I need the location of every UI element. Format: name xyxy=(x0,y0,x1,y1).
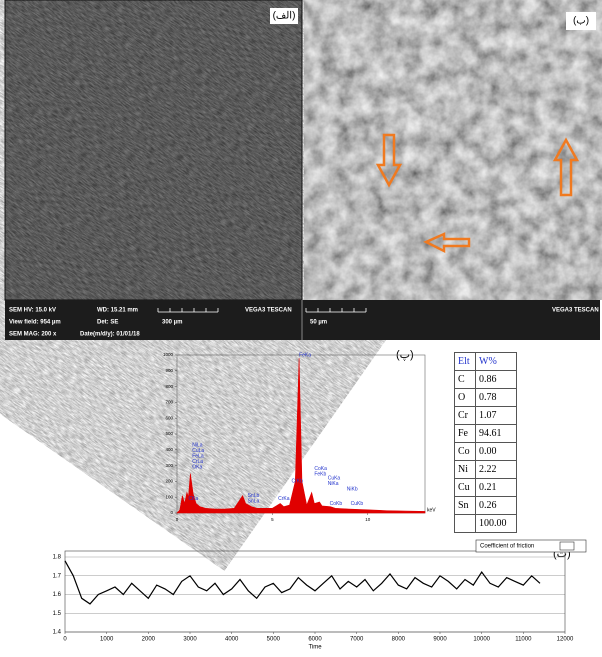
y-tick-label: 200 xyxy=(165,479,173,484)
peak-label: FeKb xyxy=(314,472,326,478)
table-cell: 0.26 xyxy=(476,497,517,515)
info-text: WD: 15.21 mm xyxy=(97,308,138,314)
x-tick-label: 0 xyxy=(63,637,67,643)
x-tick-label: 8000 xyxy=(392,637,406,643)
peak-label: CrKb xyxy=(291,479,303,485)
info-text: 300 µm xyxy=(162,320,182,326)
table-cell: O xyxy=(455,389,476,407)
y-tick-label: 500 xyxy=(165,431,173,436)
figure: (الف) (ب) SEM HV: 15.0 kV WD: 15.21 mm V… xyxy=(0,0,602,652)
table-cell: 0.86 xyxy=(476,371,517,389)
info-text: 50 µm xyxy=(310,320,327,326)
x-tick-label: 10 xyxy=(365,517,371,522)
sem-texture xyxy=(304,0,602,300)
info-text: Det: SE xyxy=(97,320,118,326)
table-cell: Cr xyxy=(455,407,476,425)
y-tick-label: 1.7 xyxy=(53,573,62,579)
y-tick-label: 1.4 xyxy=(53,630,62,636)
x-tick-label: 0 xyxy=(176,517,179,522)
y-tick-label: 700 xyxy=(165,400,173,405)
table-cell: Sn xyxy=(455,497,476,515)
table-cell: 94.61 xyxy=(476,425,517,443)
info-text: SEM MAG: 200 x xyxy=(9,332,57,338)
table-cell: Co xyxy=(455,443,476,461)
x-tick-label: 5 xyxy=(271,517,274,522)
sem-image-right xyxy=(304,0,602,300)
table-cell: Ni xyxy=(455,461,476,479)
panel-label: (الف) xyxy=(273,11,296,22)
peak-label: CrKa xyxy=(278,496,290,502)
table-cell: 0.00 xyxy=(476,443,517,461)
y-tick-label: 100 xyxy=(165,494,173,499)
panel-label: (ب) xyxy=(573,16,589,27)
table-row: 100.00 xyxy=(455,515,517,533)
info-text: View field: 954 µm xyxy=(9,320,61,326)
table-cell: Fe xyxy=(455,425,476,443)
peak-label: SnLa xyxy=(248,498,260,504)
table-cell: 1.07 xyxy=(476,407,517,425)
y-tick-label: 1.8 xyxy=(53,555,62,561)
table-cell: 100.00 xyxy=(476,515,517,533)
peak-label: CuKb xyxy=(351,501,364,507)
table-cell: 0.21 xyxy=(476,479,517,497)
x-tick-label: 11000 xyxy=(515,637,532,643)
x-axis-title: Time xyxy=(308,645,322,651)
table-cell: 0.78 xyxy=(476,389,517,407)
x-tick-label: 3000 xyxy=(183,637,197,643)
info-text: Date(m/d/y): 01/01/18 xyxy=(80,332,140,338)
info-text: SEM HV: 15.0 kV xyxy=(9,308,56,314)
info-text: VEGA3 TESCAN xyxy=(552,308,599,314)
peak-label: FeKa xyxy=(299,352,311,358)
table-cell: 2.22 xyxy=(476,461,517,479)
table-cell: C xyxy=(455,371,476,389)
legend-text: Coefficient of friction xyxy=(480,544,534,550)
table-cell: Elt xyxy=(455,353,476,371)
y-tick-label: 300 xyxy=(165,463,173,468)
y-tick-label: 600 xyxy=(165,415,173,420)
y-tick-label: 400 xyxy=(165,447,173,452)
table-cell: W% xyxy=(476,353,517,371)
table-row: EltW% xyxy=(455,353,517,371)
peak-label: CKa xyxy=(188,496,198,502)
table-cell: Cu xyxy=(455,479,476,497)
peak-label: NiKb xyxy=(347,487,358,493)
y-tick-label: 1.5 xyxy=(53,611,62,617)
x-tick-label: 10000 xyxy=(473,637,490,643)
info-text: VEGA3 TESCAN xyxy=(245,308,292,314)
y-tick-label: 900 xyxy=(165,368,173,373)
x-tick-label: 2000 xyxy=(142,637,156,643)
peak-label: NiKa xyxy=(328,481,339,487)
table-cell xyxy=(455,515,476,533)
x-tick-label: 6000 xyxy=(308,637,322,643)
x-tick-label: 4000 xyxy=(225,637,239,643)
y-tick-label: 800 xyxy=(165,384,173,389)
x-unit: keV xyxy=(427,507,436,513)
peak-label: CoKb xyxy=(330,501,343,507)
y-tick-label: 1.6 xyxy=(53,592,62,598)
y-tick-label: 1000 xyxy=(163,352,174,357)
x-tick-label: 5000 xyxy=(267,637,281,643)
x-tick-label: 7000 xyxy=(350,637,364,643)
x-tick-label: 1000 xyxy=(100,637,114,643)
x-tick-label: 12000 xyxy=(557,637,574,643)
y-tick-label: 0 xyxy=(170,510,173,515)
friction-line xyxy=(65,561,540,604)
x-tick-label: 9000 xyxy=(433,637,447,643)
peak-label: OKa xyxy=(192,465,202,471)
